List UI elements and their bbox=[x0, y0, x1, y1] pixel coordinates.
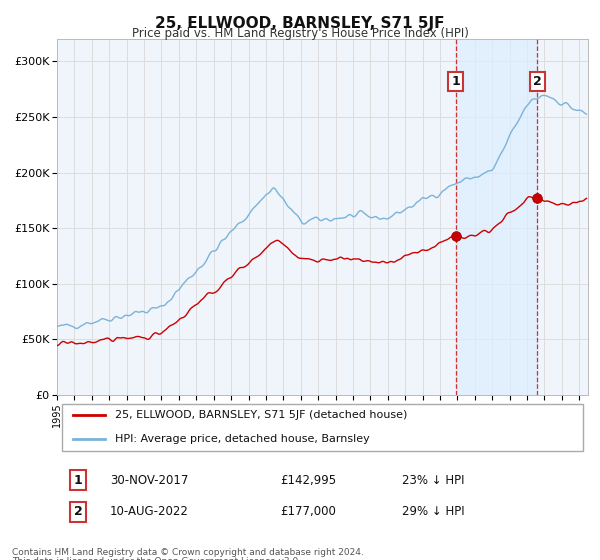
Text: 10-AUG-2022: 10-AUG-2022 bbox=[110, 505, 189, 518]
Text: 23% ↓ HPI: 23% ↓ HPI bbox=[402, 474, 464, 487]
Text: This data is licensed under the Open Government Licence v3.0.: This data is licensed under the Open Gov… bbox=[12, 557, 301, 560]
Text: 25, ELLWOOD, BARNSLEY, S71 5JF (detached house): 25, ELLWOOD, BARNSLEY, S71 5JF (detached… bbox=[115, 410, 408, 421]
Text: £177,000: £177,000 bbox=[280, 505, 336, 518]
Text: Price paid vs. HM Land Registry's House Price Index (HPI): Price paid vs. HM Land Registry's House … bbox=[131, 27, 469, 40]
Text: 29% ↓ HPI: 29% ↓ HPI bbox=[402, 505, 465, 518]
Text: 2: 2 bbox=[533, 76, 542, 88]
Text: 30-NOV-2017: 30-NOV-2017 bbox=[110, 474, 188, 487]
Text: 1: 1 bbox=[74, 474, 83, 487]
Text: £142,995: £142,995 bbox=[280, 474, 336, 487]
Bar bbox=[456, 39, 537, 395]
Text: 25, ELLWOOD, BARNSLEY, S71 5JF: 25, ELLWOOD, BARNSLEY, S71 5JF bbox=[155, 16, 445, 31]
FancyBboxPatch shape bbox=[62, 404, 583, 451]
Text: Contains HM Land Registry data © Crown copyright and database right 2024.: Contains HM Land Registry data © Crown c… bbox=[12, 548, 364, 557]
Text: 1: 1 bbox=[452, 76, 460, 88]
Text: 2: 2 bbox=[74, 505, 83, 518]
Text: HPI: Average price, detached house, Barnsley: HPI: Average price, detached house, Barn… bbox=[115, 433, 370, 444]
